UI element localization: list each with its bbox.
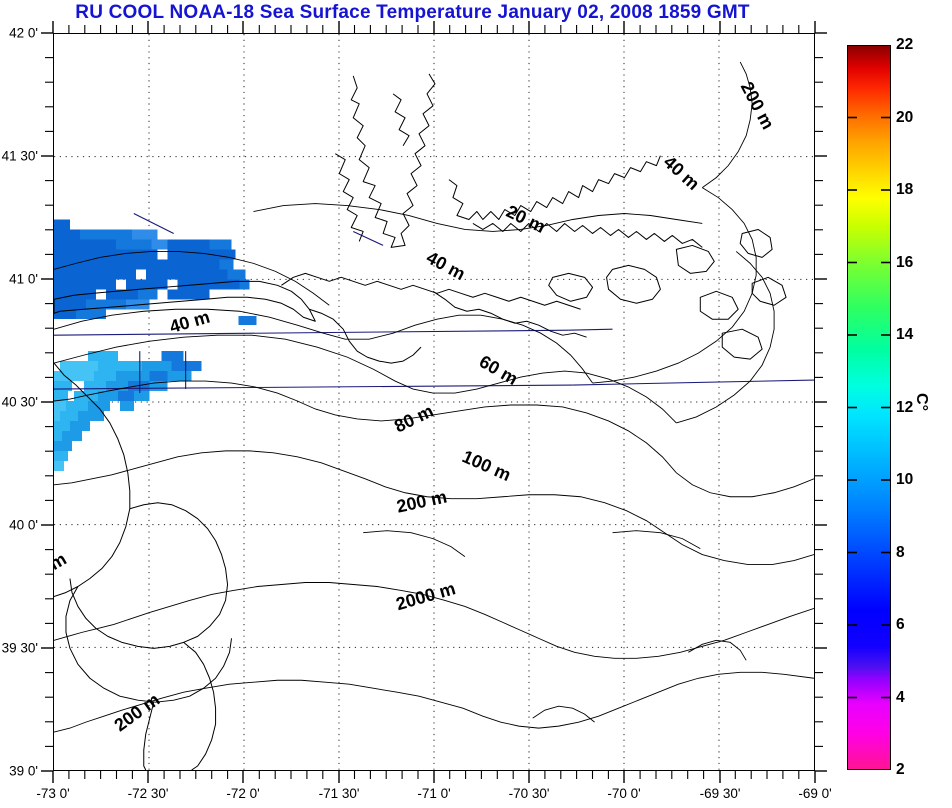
contour-label-200m-sw: 200 m [110,689,163,735]
y-axis-label-2: 41 0' [9,271,38,287]
y-axis-label-6: 39 0' [9,763,38,779]
contour-label-200m-ne: 200 m [737,78,779,132]
x-axis-label-7: -69 30' [699,786,741,801]
colorbar-tick-4: 4 [896,688,905,706]
map-canvas [54,34,814,770]
colorbar-tick-12: 12 [896,398,914,416]
colorbar-tick-10: 10 [896,471,914,488]
x-axis-label-8: -69 0' [798,786,832,801]
contour-label-m-edge: m [54,549,70,574]
contour-label-200m-mid: 200 m [395,486,449,516]
x-axis-label-5: -70 30' [508,786,550,801]
colorbar-tick-20: 20 [896,108,914,126]
colorbar-tick-6: 6 [896,616,905,633]
colorbar-tick-8: 8 [896,543,905,561]
colorbar-unit-label: C° [912,393,930,411]
contour-label-80m: 80 m [391,401,437,437]
x-axis-label-0: -73 0' [36,786,70,801]
y-axis-label-1: 41 30' [1,148,38,164]
figure-title: RU COOL NOAA-18 Sea Surface Temperature … [75,2,750,23]
transect-lines [54,213,814,394]
map-plot-area[interactable]: 200 m 40 m 20 m 40 m 40 m 60 m 80 m 100 … [53,33,815,771]
contour-label-2000m: 2000 m [394,578,458,614]
bathymetry-contours [54,61,814,733]
x-axis-label-6: -70 0' [607,786,641,801]
sst-data-pixels [54,219,257,471]
colorbar-tick-2: 2 [896,761,905,778]
colorbar-tick-18: 18 [896,181,914,198]
x-axis-label-1: -72 30' [127,786,169,801]
contour-label-40m-west: 40 m [167,307,212,337]
contour-label-layer: 200 m 40 m 20 m 40 m 40 m 60 m 80 m 100 … [54,78,779,735]
contour-label-40m-ne: 40 m [660,152,704,194]
colorbar-tick-22: 22 [896,36,914,53]
colorbar-tick-16: 16 [896,253,914,271]
y-axis-label-5: 39 30' [1,640,38,656]
y-axis-label-3: 40 30' [1,394,38,410]
x-axis-label-3: -71 30' [318,786,360,801]
contour-label-20m: 20 m [503,201,549,237]
x-axis-label-4: -71 0' [417,786,451,801]
contour-label-60m: 60 m [476,351,521,389]
contour-label-40m-mid: 40 m [423,247,468,284]
colorbar-tick-14: 14 [896,326,914,343]
contour-label-100m: 100 m [459,446,514,485]
coastline [54,73,787,770]
x-axis-label-2: -72 0' [226,786,260,801]
temperature-colorbar[interactable] [847,45,891,770]
y-axis-label-4: 40 0' [9,517,38,533]
y-axis-label-0: 42 0' [9,25,38,41]
